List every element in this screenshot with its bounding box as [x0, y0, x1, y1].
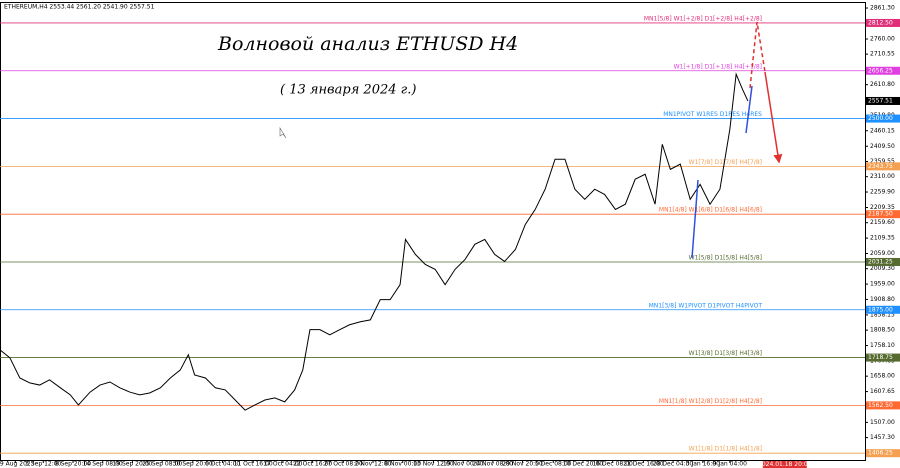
x-tick-label: 6 Oct 04:00 — [205, 461, 240, 468]
level-price: 1406.25 — [868, 450, 893, 457]
level-text: MN1PIVOT W1RES D1RES H4RES — [663, 111, 762, 118]
y-tick-label: 2009.30 — [870, 265, 895, 272]
level-text: W1[3/8] D1[3/8] H4[3/8] — [689, 350, 762, 357]
x-tick-label: 3 Jan 16:00 — [686, 461, 720, 468]
last-price: 2557.51 — [868, 97, 893, 104]
y-tick-label: 1457.30 — [870, 434, 895, 441]
level-text: W1[5/8] D1[5/8] H4[5/8] — [689, 254, 762, 261]
y-tick-label: 1758.10 — [870, 342, 895, 349]
chart-subtitle: ( 13 января 2024 г.) — [280, 83, 416, 98]
x-tick-label: 24 Nov 08:00 — [473, 461, 514, 468]
x-tick-label: 9 Jan 04:00 — [713, 461, 747, 468]
level-price: 2187.50 — [868, 211, 893, 218]
level-text: MN1[4/8] W1[6/8] D1[6/8] H4[6/8] — [659, 207, 762, 214]
x-tick-label: 8 Sep 20:00 — [55, 461, 91, 468]
level-price-box — [866, 257, 900, 266]
y-tick-label: 2460.15 — [870, 127, 895, 134]
level-price-box — [866, 114, 900, 123]
forecast-line — [749, 21, 766, 89]
level-text: MN1[5/8] W1[+2/8] D1[+2/8] H4[+2/8] — [644, 15, 762, 22]
level-price-box — [866, 210, 900, 219]
forecast-arrow — [764, 71, 783, 164]
level-price: 2812.50 — [868, 19, 893, 26]
y-tick-label: 2159.60 — [870, 219, 895, 226]
chart-title: Волновой анализ ETHUSD H4 — [217, 33, 518, 55]
level-price-box — [866, 18, 900, 27]
y-tick-label: 2710.55 — [870, 51, 895, 58]
y-tick-label: 2209.35 — [870, 204, 895, 211]
x-tick-label: 29 Aug 2023 — [0, 461, 35, 468]
level-price: 2656.25 — [868, 67, 893, 74]
level-price-box — [866, 449, 900, 458]
level-price: 2500.00 — [868, 115, 893, 122]
x-tick-label: 14 Sep 08:00 — [83, 461, 123, 468]
y-tick-label: 1607.65 — [870, 388, 895, 395]
x-tick-label: 30 Sep 20:00 — [173, 461, 213, 468]
x-tick-label: 8 Nov 00:00 — [384, 461, 421, 468]
y-tick-label: 2109.35 — [870, 235, 895, 242]
y-tick-label: 2610.80 — [870, 81, 895, 88]
wave-line — [745, 85, 753, 134]
x-tick-label: 27 Oct 08:00 — [324, 461, 363, 468]
level-text: W1[+1/8] D1[+1/8] H4[+1/8] — [674, 63, 762, 70]
x-tick-label: 19 Nov 00:00 — [443, 461, 484, 468]
level-price: 1562.50 — [868, 402, 893, 409]
x-tick-label: 28 Dec 04:00 — [653, 461, 694, 468]
y-tick-label: 1658.00 — [870, 373, 895, 380]
y-tick-label: 1908.80 — [870, 296, 895, 303]
level-price: 2031.25 — [868, 258, 893, 265]
x-tick-label: 13 Nov 12:00 — [413, 461, 454, 468]
price-line — [0, 72, 749, 411]
y-tick-label: 2259.90 — [870, 189, 895, 196]
wave-markup — [691, 21, 783, 259]
x-tick-label: 25 Sep 08:00 — [142, 461, 182, 468]
level-price: 2343.75 — [868, 163, 893, 170]
y-tick-label: 1858.15 — [870, 311, 895, 318]
y-tick-label: 2409.50 — [870, 143, 895, 150]
level-price-box — [866, 305, 900, 314]
x-tick-label: 17 Oct 04:00 — [263, 461, 302, 468]
y-tick-label: 1959.00 — [870, 281, 895, 288]
x-tick-label: 29 Nov 20:00 — [502, 461, 543, 468]
level-text: W1[7/8] D1[7/8] H4[7/8] — [689, 159, 762, 166]
cursor — [279, 126, 287, 139]
last-price-box — [866, 96, 900, 105]
y-tick-label: 2310.00 — [870, 173, 895, 180]
y-tick-label: 1808.50 — [870, 327, 895, 334]
level-price: 1718.75 — [868, 354, 893, 361]
wave-line — [691, 179, 699, 259]
time-marker: 2024.01.18 20:00 — [758, 461, 812, 468]
level-price-box — [866, 401, 900, 410]
level-text: MN1[1/8] W1[2/8] D1[2/8] H4[2/8] — [659, 398, 762, 405]
y-tick-label: 2861.30 — [870, 5, 895, 12]
level-price-box — [866, 162, 900, 171]
level-text: W1[1/8] D1[1/8] H4[1/8] — [689, 446, 762, 453]
plot-frame — [0, 2, 866, 461]
x-tick-label: 11 Oct 16:00 — [234, 461, 273, 468]
x-tick-label: 21 Dec 16:00 — [623, 461, 664, 468]
header: ETHEREUM,H4 2553.44 2561.20 2541.90 2557… — [4, 4, 155, 11]
level-price: 1875.00 — [868, 306, 893, 313]
x-tick-label: 22 Oct 16:00 — [293, 461, 332, 468]
x-tick-label: 5 Dec 08:00 — [535, 461, 572, 468]
x-tick-label: 3 Sep 12:00 — [25, 461, 61, 468]
x-tick-label: 10 Dec 20:00 — [563, 461, 604, 468]
y-tick-label: 2760.00 — [870, 36, 895, 43]
y-tick-label: 2359.55 — [870, 158, 895, 165]
level-price-box — [866, 66, 900, 75]
y-tick-label: 2059.00 — [870, 250, 895, 257]
level-price-box — [866, 353, 900, 362]
x-tick-label: 2 Nov 12:00 — [355, 461, 392, 468]
x-tick-label: 19 Sep 20:00 — [112, 461, 152, 468]
level-text: MN1[3/8] W1PIVOT D1PIVOT H4PIVOT — [649, 302, 763, 309]
time-marker-box — [762, 461, 807, 468]
y-tick-label: 1507.00 — [870, 419, 895, 426]
x-tick-label: 16 Dec 08:00 — [593, 461, 634, 468]
